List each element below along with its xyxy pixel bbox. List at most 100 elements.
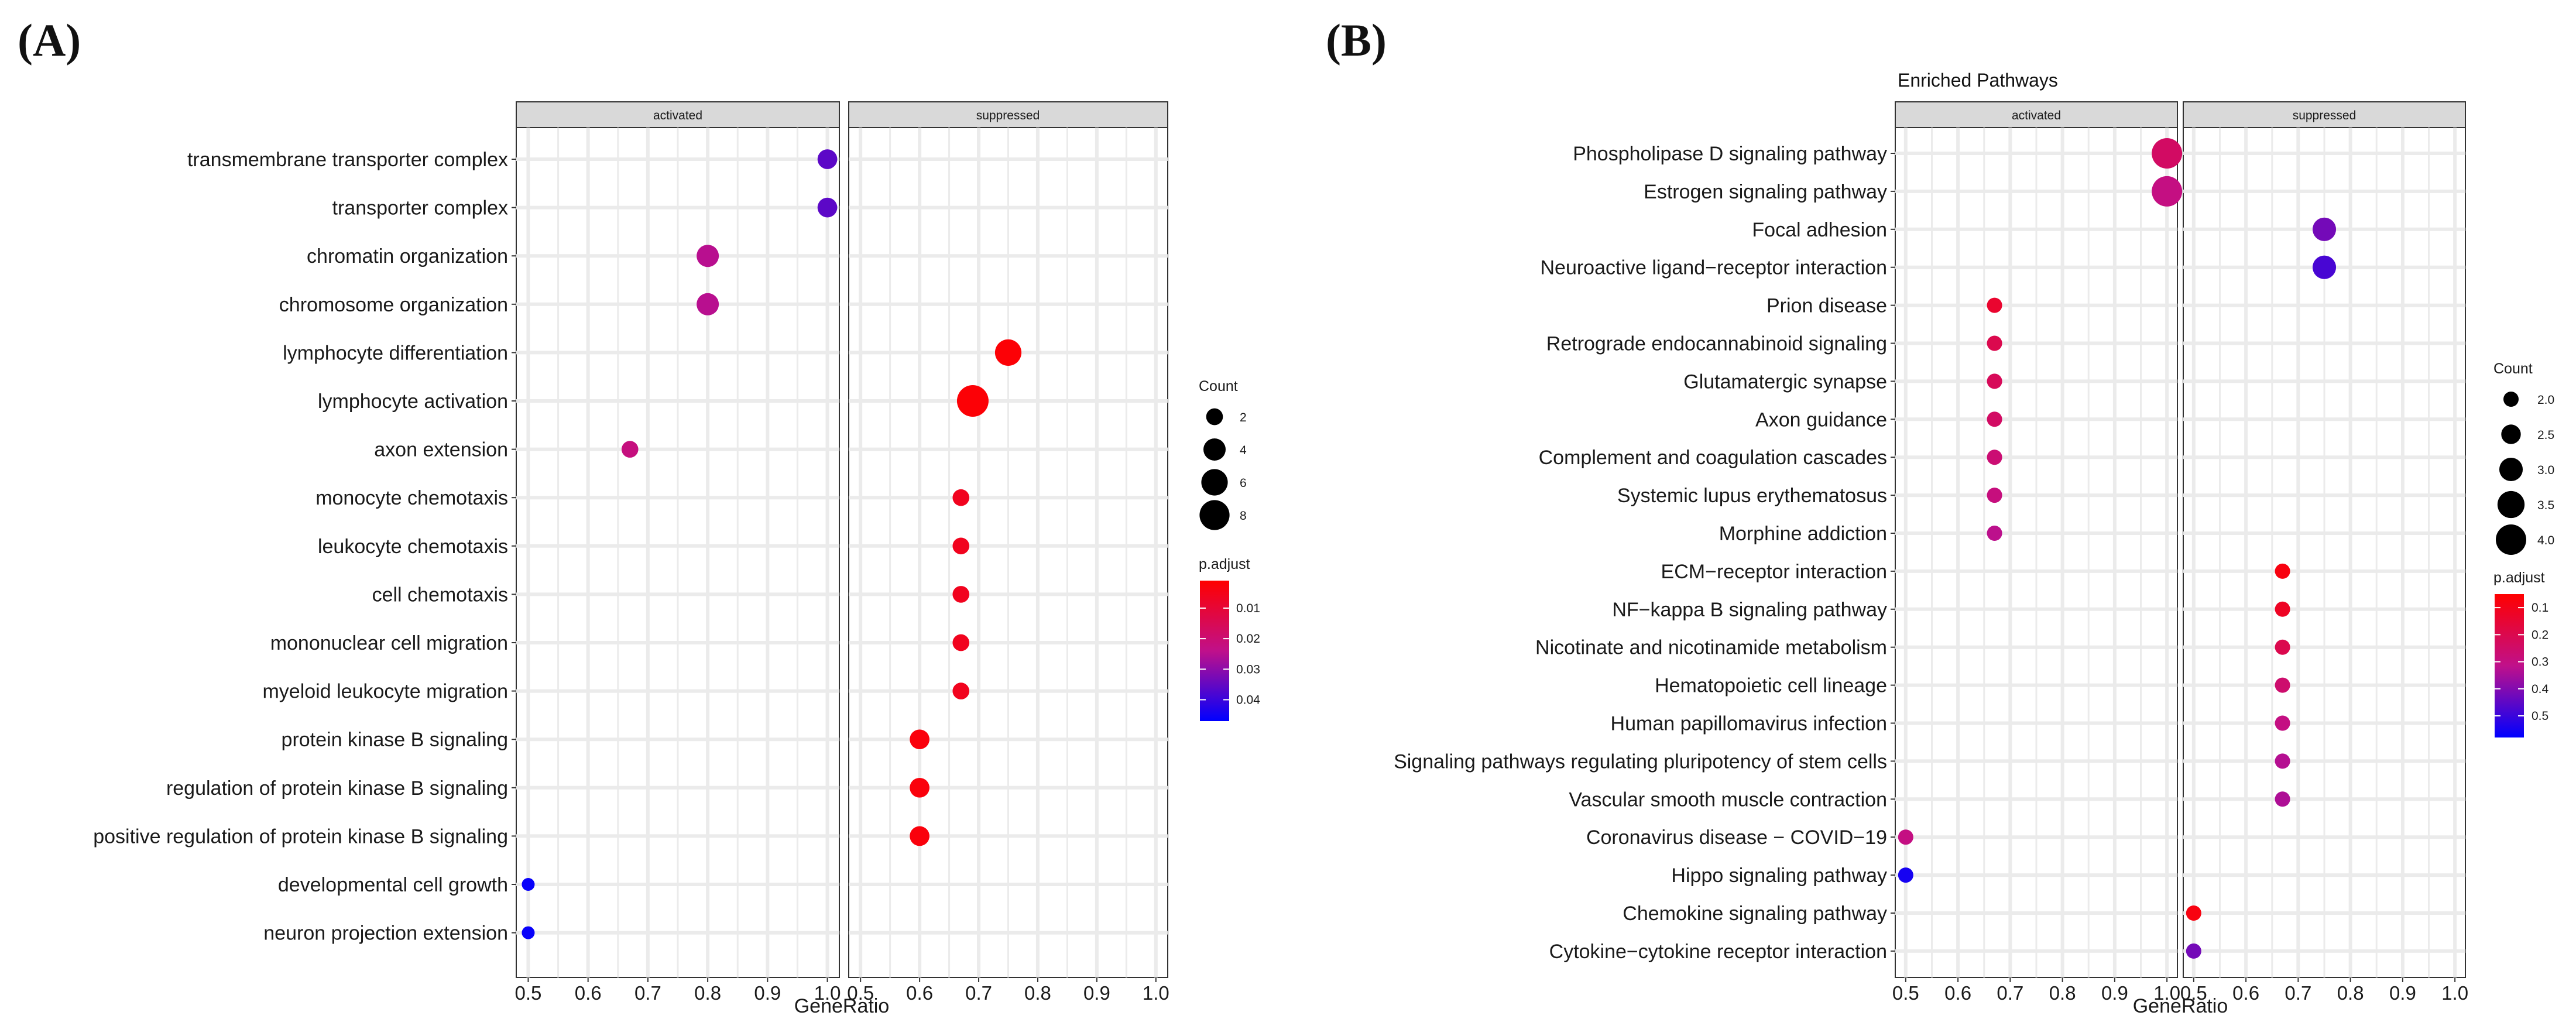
panel-a-category-label: regulation of protein kinase B signaling <box>166 777 508 800</box>
panel-b-colorbar-label: 0.2 <box>2532 628 2548 642</box>
panel-a-size-legend-dot <box>1201 469 1228 496</box>
panel-a-category-label: transmembrane transporter complex <box>187 149 508 171</box>
panel-b: (B) Enriched Pathways activated suppress… <box>1326 15 2554 1017</box>
panel-b-colorbar-label: 0.1 <box>2532 601 2548 615</box>
panel-a-category-label: leukocyte chemotaxis <box>318 536 508 558</box>
panel-a-colorbar-label: 0.03 <box>1236 663 1260 676</box>
panel-b-category-label: Nicotinate and nicotinamide metabolism <box>1535 637 1887 659</box>
panel-b-point <box>2275 715 2290 731</box>
panel-b-size-legend-label: 4.0 <box>2537 534 2554 547</box>
panel-b-point <box>2186 943 2201 959</box>
panel-a-category-label: chromatin organization <box>307 245 508 267</box>
panel-a-x-tick-label: 0.5 <box>847 982 874 1004</box>
panel-b-x-tick-label: 0.8 <box>2337 982 2364 1004</box>
panel-b-category-label: Chemokine signaling pathway <box>1623 903 1887 925</box>
panel-a-point <box>817 197 838 218</box>
panel-b-category-label: Human papillomavirus infection <box>1611 713 1887 735</box>
panel-b-category-label: NF−kappa B signaling pathway <box>1612 599 1887 621</box>
panel-a-colorbar-ticks: 0.01 0.02 0.03 0.04 <box>1200 602 1260 706</box>
panel-b-point <box>1987 373 2002 389</box>
panel-a-category-label: mononuclear cell migration <box>270 632 508 654</box>
panel-a-point <box>910 826 929 846</box>
panel-a-strip-activated-bg <box>516 101 840 128</box>
panel-a-point <box>956 385 989 417</box>
panel-a-point <box>910 777 929 798</box>
panel-a: (A) activated suppressed transmembrane t… <box>18 15 1260 1017</box>
panel-a-color-legend-title: p.adjust <box>1199 556 1250 572</box>
panel-b-x-axis-title: GeneRatio <box>2133 995 2228 1017</box>
panel-b-point <box>2152 176 2183 207</box>
panel-a-point <box>952 682 970 699</box>
panel-a-x-tick-label: 0.7 <box>634 982 661 1004</box>
panel-a-point <box>697 245 719 267</box>
panel-b-point <box>1987 450 2002 465</box>
panel-b-category-label: Prion disease <box>1767 295 1887 317</box>
panel-a-category-label: lymphocyte differentiation <box>283 342 508 364</box>
panel-b-x-tick-label: 0.7 <box>2285 982 2311 1004</box>
panel-a-size-legend-dot <box>1199 500 1230 530</box>
panel-a-point <box>952 586 970 603</box>
panel-b-point <box>2275 601 2290 617</box>
panel-a-size-legend-label: 8 <box>1240 509 1247 523</box>
panel-a-point <box>621 441 639 458</box>
panel-b-size-legend-label: 3.0 <box>2537 464 2554 477</box>
panel-b-category-label: Axon guidance <box>1755 409 1887 431</box>
panel-a-point <box>697 293 719 315</box>
panel-b-size-legend-dot <box>2497 490 2525 519</box>
panel-b-point <box>2186 905 2201 921</box>
panel-b-x-tick-label: 1.0 <box>2441 982 2468 1004</box>
panel-a-x-tick-labels: 0.5 0.6 0.7 0.8 0.9 1.0 0.5 0.6 0.7 0.8 0.9 1.0 <box>515 977 1169 1004</box>
panel-b-category-label: Complement and coagulation cascades <box>1539 447 1887 469</box>
panel-b-point <box>1987 411 2002 427</box>
panel-b-x-tick-label: 0.9 <box>2101 982 2128 1004</box>
panel-a-category-label: transporter complex <box>332 197 508 219</box>
panel-b-point <box>1898 829 1913 845</box>
panel-b-point <box>2152 138 2183 169</box>
panel-b-x-tick-label: 0.7 <box>1997 982 2023 1004</box>
panel-a-size-legend-items: 2 4 6 8 <box>1199 408 1247 530</box>
panel-b-point <box>1987 335 2002 351</box>
panel-a-point <box>910 729 929 750</box>
panel-b-category-label: Glutamatergic synapse <box>1683 371 1887 393</box>
panel-b-x-tick-label: 0.5 <box>1892 982 1919 1004</box>
panel-b-x-tick-label: 0.5 <box>2180 982 2207 1004</box>
panel-a-x-tick-label: 0.5 <box>515 982 542 1004</box>
panel-a-size-legend-label: 4 <box>1240 444 1247 457</box>
panel-a-size-legend-title: Count <box>1199 378 1238 394</box>
panel-a-category-label: myeloid leukocyte migration <box>262 681 508 703</box>
panel-b-size-legend-dot <box>2501 424 2521 444</box>
panel-b-point <box>1898 867 1913 883</box>
panel-b-x-tick-label: 0.8 <box>2049 982 2076 1004</box>
panel-a-strip-suppressed-bg <box>848 101 1168 128</box>
panel-b-category-label: Cytokine−cytokine receptor interaction <box>1549 941 1887 963</box>
panel-a-x-tick-label: 0.7 <box>965 982 992 1004</box>
panel-b-point <box>1987 488 2002 503</box>
panel-b-size-legend-dot <box>2499 457 2523 482</box>
panel-a-category-label: protein kinase B signaling <box>282 729 508 751</box>
panel-a-point <box>522 926 535 939</box>
panel-a-strip-suppressed-label: suppressed <box>976 109 1040 122</box>
panel-b-legend: Count 2.0 2.5 3.0 3.5 4.0 p.adjust 0.1 0.2 0.3… <box>2493 361 2554 737</box>
panel-a-points <box>522 149 1022 939</box>
panel-b-point <box>2312 217 2337 241</box>
panel-a-size-legend-label: 6 <box>1240 476 1247 490</box>
panel-a-category-label: monocyte chemotaxis <box>315 487 508 509</box>
panel-a-point <box>817 149 838 169</box>
panel-b-colorbar-label: 0.3 <box>2532 656 2548 669</box>
panel-b-strip-suppressed-label: suppressed <box>2293 109 2357 122</box>
panel-b-category-labels: Phospholipase D signaling pathway Estroge… <box>1394 143 1895 963</box>
panel-b-size-legend-dot <box>2496 524 2526 555</box>
panel-b-size-legend-title: Count <box>2493 361 2533 377</box>
panel-a-size-legend-dot <box>1203 438 1226 461</box>
panel-b-size-legend-items: 2.0 2.5 3.0 3.5 4.0 <box>2496 392 2554 555</box>
panel-b-point <box>2275 791 2290 807</box>
panel-a-x-tick-label: 1.0 <box>1143 982 1169 1004</box>
panel-b-colorbar <box>2495 594 2524 737</box>
panel-b-color-legend-title: p.adjust <box>2493 570 2545 586</box>
panel-b-gridlines <box>1895 128 2465 977</box>
panel-a-legend: Count 2 4 6 8 p.adjust 0.01 0.02 0.03 0.04 <box>1199 378 1260 721</box>
panel-b-category-label: Systemic lupus erythematosus <box>1617 485 1887 507</box>
panel-a-category-label: chromosome organization <box>279 294 508 316</box>
panel-a-point <box>952 489 970 506</box>
